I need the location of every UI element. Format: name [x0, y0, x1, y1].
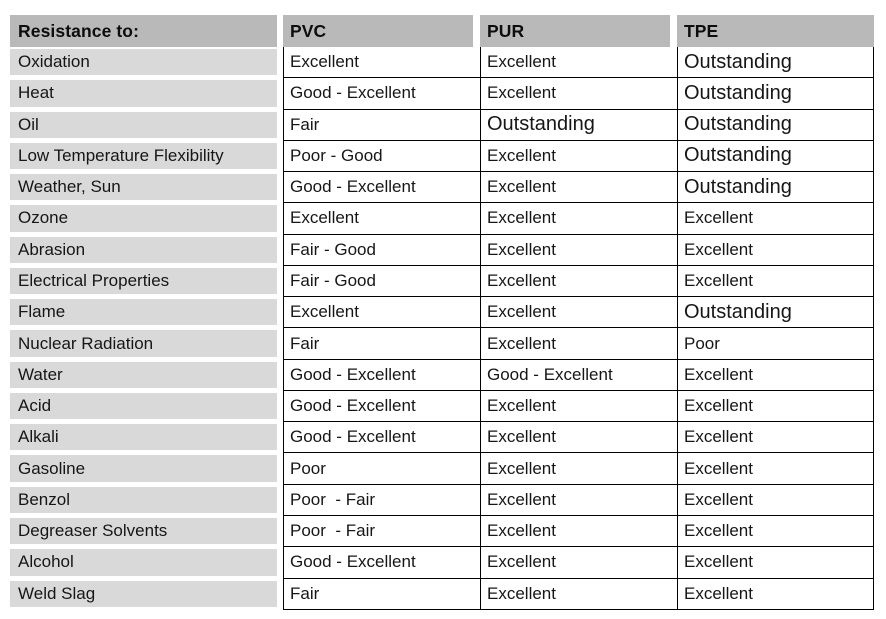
pvc-value-cell: Fair - Good: [283, 265, 480, 298]
tpe-value-cell: Excellent: [677, 359, 874, 391]
table-row: Ozone Excellent Excellent Excellent: [10, 203, 874, 235]
tpe-value-cell: Excellent: [677, 453, 874, 485]
row-label: Heat: [10, 80, 277, 107]
pur-value-cell: Excellent: [480, 78, 677, 110]
pvc-value-cell: Poor: [283, 453, 480, 485]
tpe-value-cell: Excellent: [677, 547, 874, 579]
pur-value-cell: Good - Excellent: [480, 359, 677, 391]
pvc-value-cell: Excellent: [283, 203, 480, 235]
table-row: Water Good - Excellent Good - Excellent …: [10, 359, 874, 391]
row-label: Oil: [10, 111, 277, 138]
row-label: Degreaser Solvents: [10, 517, 277, 545]
table-row: Heat Good - Excellent Excellent Outstand…: [10, 78, 874, 110]
tpe-value-cell: Outstanding: [677, 78, 874, 110]
row-label: Water: [10, 361, 277, 388]
table-row: Flame Excellent Excellent Outstanding: [10, 297, 874, 329]
row-label: Oxidation: [10, 49, 277, 76]
tpe-value-cell: Excellent: [677, 265, 874, 298]
pur-value-cell: Excellent: [480, 547, 677, 579]
pur-value-cell: Excellent: [480, 140, 677, 173]
table-row: Acid Good - Excellent Excellent Excellen…: [10, 390, 874, 423]
pvc-value-cell: Good - Excellent: [283, 359, 480, 391]
row-label: Gasoline: [10, 455, 277, 482]
row-label: Weld Slag: [10, 580, 277, 607]
row-label: Acid: [10, 392, 277, 420]
pur-value-cell: Excellent: [480, 297, 677, 329]
row-label: Ozone: [10, 205, 277, 232]
pur-value-cell: Excellent: [480, 234, 677, 266]
table-row: Electrical Properties Fair - Good Excell…: [10, 265, 874, 298]
table-row: Oil Fair Outstanding Outstanding: [10, 109, 874, 141]
table-row: Abrasion Fair - Good Excellent Excellent: [10, 234, 874, 266]
pur-value-cell: Excellent: [480, 203, 677, 235]
row-label: Benzol: [10, 486, 277, 513]
tpe-value-cell: Excellent: [677, 484, 874, 516]
pur-value-cell: Excellent: [480, 484, 677, 516]
pur-value-cell: Excellent: [480, 328, 677, 360]
pvc-value-cell: Fair - Good: [283, 234, 480, 266]
pur-value-cell: Excellent: [480, 265, 677, 298]
table-row: Nuclear Radiation Fair Excellent Poor: [10, 328, 874, 360]
header-pur: PUR: [480, 15, 670, 47]
tpe-value-cell: Outstanding: [677, 297, 874, 329]
tpe-value-cell: Excellent: [677, 578, 874, 610]
tpe-value-cell: Outstanding: [677, 140, 874, 173]
pvc-value-cell: Poor - Good: [283, 140, 480, 173]
pur-value-cell: Excellent: [480, 422, 677, 454]
material-resistance-table: Resistance to: PVC PUR TPE Oxidation Exc…: [10, 15, 874, 610]
pur-value-cell: Excellent: [480, 172, 677, 204]
pur-value-cell: Excellent: [480, 453, 677, 485]
pvc-value-cell: Good - Excellent: [283, 547, 480, 579]
pvc-value-cell: Good - Excellent: [283, 172, 480, 204]
pvc-value-cell: Good - Excellent: [283, 390, 480, 423]
tpe-value-cell: Excellent: [677, 422, 874, 454]
tpe-value-cell: Excellent: [677, 203, 874, 235]
table-row: Oxidation Excellent Excellent Outstandin…: [10, 47, 874, 79]
header-tpe: TPE: [677, 15, 874, 47]
row-label: Abrasion: [10, 236, 277, 263]
table-row: Alcohol Good - Excellent Excellent Excel…: [10, 547, 874, 579]
pur-value-cell: Excellent: [480, 578, 677, 610]
pvc-value-cell: Fair: [283, 328, 480, 360]
row-label: Nuclear Radiation: [10, 330, 277, 357]
tpe-value-cell: Outstanding: [677, 109, 874, 141]
tpe-value-cell: Outstanding: [677, 47, 874, 79]
tpe-value-cell: Excellent: [677, 234, 874, 266]
pur-value-cell: Excellent: [480, 390, 677, 423]
pur-value-cell: Outstanding: [480, 109, 677, 141]
header-resistance-to: Resistance to:: [10, 15, 277, 47]
table-row: Low Temperature Flexibility Poor - Good …: [10, 140, 874, 173]
pur-value-cell: Excellent: [480, 515, 677, 548]
pvc-value-cell: Fair: [283, 109, 480, 141]
table-row: Alkali Good - Excellent Excellent Excell…: [10, 422, 874, 454]
pvc-value-cell: Good - Excellent: [283, 422, 480, 454]
pvc-value-cell: Excellent: [283, 297, 480, 329]
tpe-value-cell: Excellent: [677, 390, 874, 423]
table-header-row: Resistance to: PVC PUR TPE: [10, 15, 874, 47]
tpe-value-cell: Excellent: [677, 515, 874, 548]
pvc-value-cell: Good - Excellent: [283, 78, 480, 110]
table-row: Gasoline Poor Excellent Excellent: [10, 453, 874, 485]
header-pvc: PVC: [283, 15, 473, 47]
row-label: Alcohol: [10, 549, 277, 576]
table-row: Degreaser Solvents Poor - Fair Excellent…: [10, 515, 874, 548]
row-label: Weather, Sun: [10, 174, 277, 201]
table-row: Benzol Poor - Fair Excellent Excellent: [10, 484, 874, 516]
row-label: Alkali: [10, 424, 277, 451]
table-row: Weather, Sun Good - Excellent Excellent …: [10, 172, 874, 204]
pvc-value-cell: Poor - Fair: [283, 484, 480, 516]
row-label: Flame: [10, 299, 277, 326]
row-label: Low Temperature Flexibility: [10, 142, 277, 170]
pvc-value-cell: Excellent: [283, 47, 480, 79]
pvc-value-cell: Fair: [283, 578, 480, 610]
table-row: Weld Slag Fair Excellent Excellent: [10, 578, 874, 610]
tpe-value-cell: Outstanding: [677, 172, 874, 204]
tpe-value-cell: Poor: [677, 328, 874, 360]
table-body: Oxidation Excellent Excellent Outstandin…: [10, 47, 874, 610]
row-label: Electrical Properties: [10, 267, 277, 295]
pur-value-cell: Excellent: [480, 47, 677, 79]
pvc-value-cell: Poor - Fair: [283, 515, 480, 548]
